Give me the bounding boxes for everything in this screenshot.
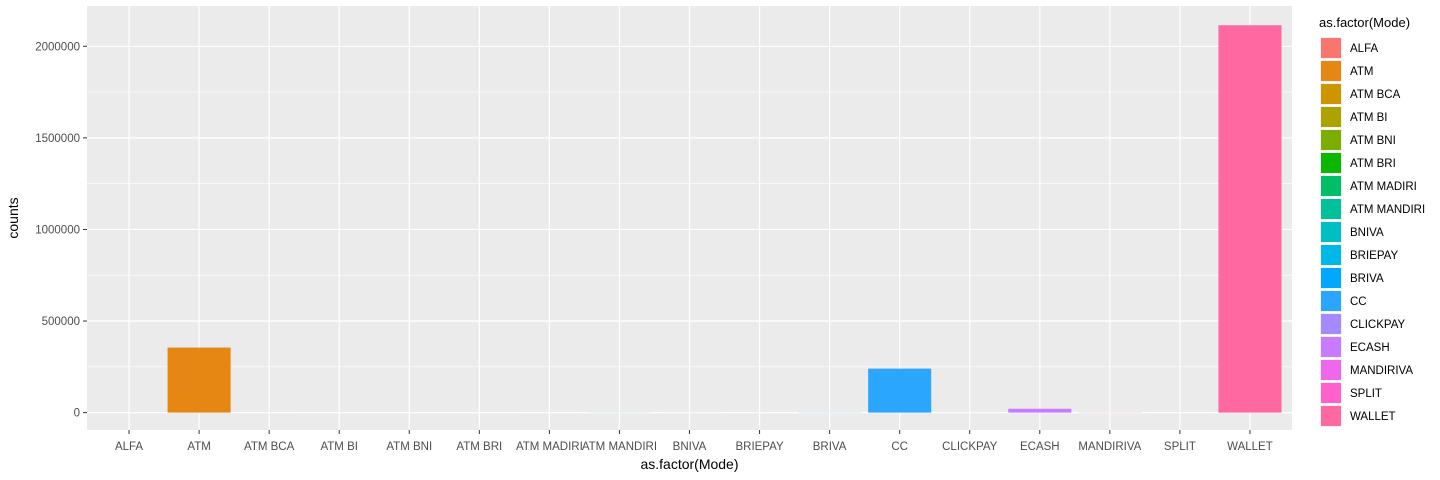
x-tick-label: SPLIT [1164,441,1196,453]
x-tick-label: ATM MANDIRI [582,441,657,453]
x-tick-label: BNIVA [673,441,707,453]
x-tick-label: CLICKPAY [942,441,998,453]
x-tick-label: ALFA [115,441,143,453]
x-tick-label: BRIEPAY [735,441,783,453]
bar-ecash [1008,408,1072,413]
x-axis: ALFA ATM ATM BCA ATM BI ATM BNI ATM BRI ATM MA… [115,430,1273,453]
x-tick-label: BRIVA [813,441,847,453]
legend-label: SPLIT [1350,388,1382,400]
x-tick-label: ATM MADIRI [516,441,583,453]
legend-swatch [1321,61,1341,81]
bar-atm [167,347,231,413]
legend-label: ATM BNI [1350,135,1396,147]
legend-label: CC [1350,296,1367,308]
legend-label: ATM [1350,66,1373,78]
x-tick-label: ATM BCA [244,441,295,453]
x-tick-label: ATM BNI [386,441,432,453]
x-tick-label: ATM [187,441,210,453]
legend-swatch [1321,383,1341,403]
y-tick-label: 1000000 [35,224,80,236]
x-tick-label: WALLET [1227,441,1273,453]
legend-label: ATM BCA [1350,89,1401,101]
legend-label: MANDIRIVA [1350,365,1413,377]
y-tick-label: 0 [74,408,80,420]
x-axis-title: as.factor(Mode) [640,456,738,472]
legend-label: ATM MADIRI [1350,181,1417,193]
legend-label: WALLET [1350,411,1396,423]
legend-label: ATM BI [1350,112,1387,124]
legend-swatch [1321,176,1341,196]
bars [97,25,1282,413]
legend-swatch [1321,337,1341,357]
legend: as.factor(Mode) ALFA ATM ATM BCA ATM BI ATM … [1319,15,1425,427]
legend-label: ECASH [1350,342,1390,354]
legend-swatch [1321,153,1341,173]
legend-label: BRIEPAY [1350,250,1398,262]
legend-swatch [1321,406,1341,426]
legend-swatch [1321,291,1341,311]
legend-label: CLICKPAY [1350,319,1406,331]
x-tick-label: ATM BRI [456,441,502,453]
bar-cc [868,368,932,413]
x-tick-label: CC [891,441,908,453]
legend-label: ATM MANDIRI [1350,204,1425,216]
legend-swatch [1321,268,1341,288]
x-tick-label: ATM BI [320,441,357,453]
legend-label: BRIVA [1350,273,1384,285]
y-tick-label: 2000000 [35,41,80,53]
bar-wallet [1218,25,1282,413]
y-tick-label: 500000 [42,316,80,328]
legend-swatch [1321,38,1341,58]
legend-swatch [1321,360,1341,380]
legend-swatch [1321,130,1341,150]
legend-title: as.factor(Mode) [1319,15,1410,30]
legend-label: BNIVA [1350,227,1384,239]
legend-swatch [1321,222,1341,242]
legend-swatch [1321,314,1341,334]
x-tick-label: MANDIRIVA [1078,441,1141,453]
legend-swatch [1321,245,1341,265]
y-axis: 0 500000 1000000 1500000 2000000 [35,41,87,420]
legend-label: ALFA [1350,43,1378,55]
legend-label: ATM BRI [1350,158,1396,170]
legend-swatch [1321,107,1341,127]
legend-swatch [1321,199,1341,219]
y-tick-label: 1500000 [35,133,80,145]
legend-swatch [1321,84,1341,104]
x-tick-label: ECASH [1020,441,1060,453]
y-axis-title: counts [5,197,21,238]
